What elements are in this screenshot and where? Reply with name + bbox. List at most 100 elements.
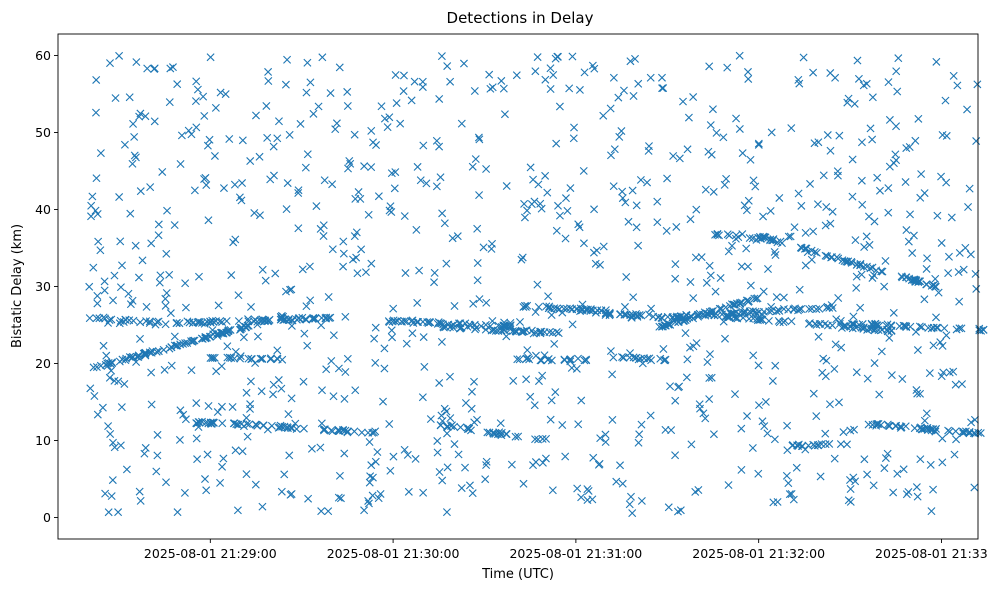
- data-point: [794, 306, 803, 315]
- data-point: [942, 178, 951, 187]
- data-point: [875, 186, 884, 195]
- data-point: [518, 253, 527, 262]
- data-point: [538, 434, 547, 443]
- data-point: [877, 420, 885, 429]
- data-point: [470, 86, 479, 95]
- data-point: [276, 421, 285, 430]
- data-point: [575, 223, 584, 232]
- data-point: [786, 232, 795, 241]
- data-point: [865, 240, 874, 249]
- data-point: [385, 113, 394, 122]
- data-point: [846, 476, 854, 485]
- data-point: [192, 434, 201, 443]
- data-point: [577, 396, 586, 405]
- data-point: [731, 390, 739, 399]
- data-point: [318, 53, 327, 62]
- data-point: [486, 84, 495, 93]
- data-point: [361, 268, 370, 277]
- data-point: [785, 490, 794, 499]
- data-point: [634, 241, 643, 250]
- data-point: [223, 327, 232, 336]
- data-point: [413, 162, 422, 171]
- data-point: [328, 180, 337, 189]
- data-point: [787, 490, 796, 498]
- data-point: [312, 202, 321, 211]
- data-point: [810, 441, 819, 450]
- data-point: [743, 262, 752, 271]
- data-point: [436, 173, 445, 182]
- data-point: [165, 270, 174, 279]
- data-point: [170, 332, 179, 341]
- data-point: [754, 469, 763, 478]
- data-point: [89, 263, 98, 272]
- data-point: [296, 119, 305, 128]
- data-point: [581, 355, 590, 364]
- data-point: [306, 78, 315, 87]
- data-point: [658, 84, 667, 93]
- data-point: [161, 294, 170, 303]
- data-point: [246, 157, 255, 166]
- data-point: [141, 443, 150, 452]
- data-point: [848, 155, 857, 164]
- data-point: [343, 87, 352, 96]
- data-point: [222, 317, 231, 325]
- data-point: [367, 461, 376, 470]
- data-point: [242, 470, 251, 479]
- data-point: [550, 339, 559, 348]
- data-point: [862, 262, 871, 271]
- data-point: [238, 136, 247, 145]
- data-point: [475, 191, 484, 200]
- data-point: [748, 234, 757, 243]
- data-point: [952, 325, 961, 334]
- data-point: [520, 213, 529, 222]
- data-point: [566, 304, 575, 313]
- data-point: [286, 490, 295, 499]
- data-point: [299, 424, 308, 433]
- data-point: [618, 479, 627, 488]
- data-point: [317, 313, 326, 322]
- data-point: [468, 162, 477, 171]
- data-point: [794, 189, 803, 198]
- data-point: [116, 237, 125, 246]
- data-point: [750, 294, 759, 303]
- data-point: [341, 368, 350, 376]
- data-point: [743, 67, 752, 76]
- data-point: [424, 319, 433, 328]
- data-point: [115, 193, 124, 202]
- data-point: [615, 132, 624, 141]
- data-point: [357, 428, 366, 437]
- data-point: [256, 317, 265, 326]
- data-point: [947, 213, 956, 222]
- y-axis-label: Bistatic Delay (km): [10, 224, 25, 348]
- data-point: [303, 150, 312, 159]
- data-point: [210, 151, 219, 160]
- data-point: [519, 327, 528, 336]
- data-point: [269, 171, 278, 180]
- data-point: [284, 410, 293, 419]
- data-point: [821, 251, 830, 260]
- data-point: [920, 295, 929, 304]
- data-point: [329, 392, 338, 401]
- data-point: [245, 420, 254, 429]
- data-point: [706, 121, 715, 130]
- data-point: [419, 141, 428, 150]
- data-point: [530, 401, 539, 410]
- data-point: [374, 192, 383, 201]
- data-point: [506, 325, 515, 334]
- data-point: [894, 54, 903, 63]
- data-point: [346, 159, 355, 168]
- data-point: [136, 334, 144, 343]
- data-point: [177, 131, 186, 140]
- data-point: [614, 93, 623, 102]
- data-point: [147, 348, 156, 357]
- data-point: [153, 430, 162, 439]
- data-point: [442, 259, 451, 268]
- data-point: [183, 317, 192, 326]
- data-point: [735, 124, 744, 133]
- data-point: [343, 102, 352, 111]
- data-point: [461, 463, 470, 472]
- data-point: [109, 296, 118, 305]
- data-point: [200, 175, 209, 183]
- data-point: [929, 485, 938, 494]
- data-point: [932, 313, 941, 322]
